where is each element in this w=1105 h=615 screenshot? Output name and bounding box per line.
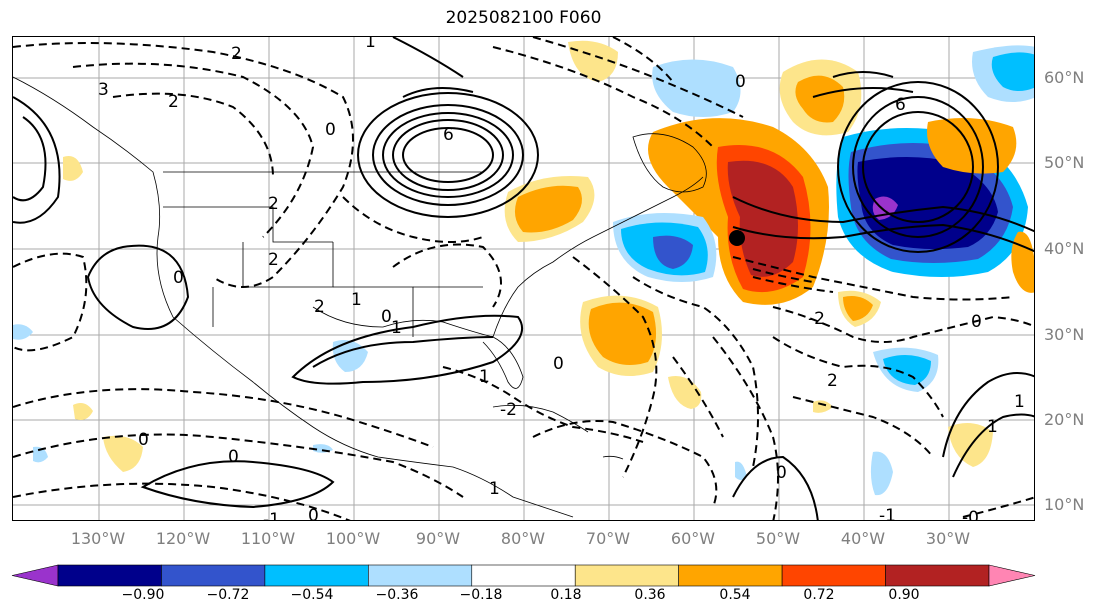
lat-label-10n: 10°N [1044, 495, 1085, 514]
lon-label-60w: 60°W [670, 529, 716, 548]
contour-label: 0 [228, 447, 239, 467]
contour-label: 0 [553, 354, 564, 374]
contour-label: 0 [776, 463, 787, 483]
lon-label-110w: 110°W [240, 529, 296, 548]
contour-label: 2 [231, 44, 242, 64]
contour-label: 1 [489, 479, 500, 499]
contours [13, 37, 1034, 520]
lon-label-120w: 120°W [155, 529, 211, 548]
colorbar-tick: −0.18 [459, 587, 503, 603]
colorbar-tick: −0.54 [290, 587, 334, 603]
contour-label: 0 [308, 506, 319, 521]
contour-label: 1 [391, 318, 402, 338]
lon-label-130w: 130°W [70, 529, 126, 548]
colorbar-tick: 0.54 [719, 587, 751, 603]
contour-label: 2 [314, 297, 325, 317]
colorbar-segment [368, 564, 473, 587]
contour-label: 6 [443, 125, 454, 145]
contour-label: 3 [98, 80, 109, 100]
anomaly-fills [13, 40, 1034, 496]
colorbar-segment [678, 564, 783, 587]
colorbar-segment [264, 564, 369, 587]
storm-center-marker [729, 230, 745, 246]
colorbar-tick: −0.90 [121, 587, 165, 603]
lon-label-100w: 100°W [325, 529, 381, 548]
coastlines [13, 76, 707, 518]
contour-label: 2 [168, 92, 179, 112]
contour-label: -2 [500, 400, 517, 420]
colorbar-segment [57, 564, 162, 587]
lat-label-30n: 30°N [1044, 325, 1085, 344]
map-title: 2025082100 F060 [445, 8, 602, 28]
lat-label-60n: 60°N [1044, 68, 1085, 87]
colorbar-tick: 0.72 [803, 587, 835, 603]
contour-labels: 2 3 2 1 0 6 6 0 2 2 1 0 2 1 0 -2 2 0 1 0… [98, 37, 1025, 521]
colorbar-extend-high [988, 564, 1036, 587]
forecast-map: 2 3 2 1 0 6 6 0 2 2 1 0 2 1 0 -2 2 0 1 0… [13, 37, 1034, 521]
colorbar [11, 564, 1036, 587]
contour-label: -2 [808, 309, 825, 329]
colorbar-tick: −0.72 [206, 587, 250, 603]
contour-label: 0 [971, 312, 982, 332]
contour-label: -1 [263, 510, 280, 521]
lon-label-70w: 70°W [585, 529, 631, 548]
colorbar-tick: 0.18 [550, 587, 582, 603]
contour-label: 1 [365, 37, 376, 52]
contour-label: 0 [173, 268, 184, 288]
lat-label-20n: 20°N [1044, 410, 1085, 429]
contour-label: 0 [138, 430, 149, 450]
contour-label: 2 [268, 194, 279, 214]
contour-label: 1 [987, 417, 998, 437]
map-panel: 2 3 2 1 0 6 6 0 2 2 1 0 2 1 0 -2 2 0 1 0… [12, 36, 1035, 521]
lon-label-80w: 80°W [500, 529, 546, 548]
lat-label-40n: 40°N [1044, 239, 1085, 258]
contour-label: 2 [268, 250, 279, 270]
dashed-contours [13, 37, 1034, 520]
contour-label: 2 [827, 371, 838, 391]
colorbar-tick: 0.90 [888, 587, 920, 603]
contour-label: 0 [325, 120, 336, 140]
colorbar-tick: 0.36 [634, 587, 666, 603]
contour-label: 0 [381, 307, 392, 327]
contour-label: 0 [735, 72, 746, 92]
lon-label-30w: 30°W [925, 529, 971, 548]
lon-label-90w: 90°W [415, 529, 461, 548]
contour-label: -0 [962, 508, 979, 521]
lon-label-50w: 50°W [755, 529, 801, 548]
lon-label-40w: 40°W [840, 529, 886, 548]
colorbar-segment [161, 564, 266, 587]
colorbar-extend-low [11, 564, 59, 587]
colorbar-tick: −0.36 [375, 587, 419, 603]
colorbar-segment [781, 564, 886, 587]
contour-label: 6 [895, 95, 906, 115]
lat-label-50n: 50°N [1044, 153, 1085, 172]
contour-label: 1 [1014, 392, 1025, 412]
contour-label: -1 [879, 506, 896, 521]
colorbar-segment [574, 564, 679, 587]
colorbar-segment [471, 564, 576, 587]
colorbar-segment [885, 564, 990, 587]
contour-label: 1 [479, 367, 490, 387]
contour-label: 1 [351, 290, 362, 310]
